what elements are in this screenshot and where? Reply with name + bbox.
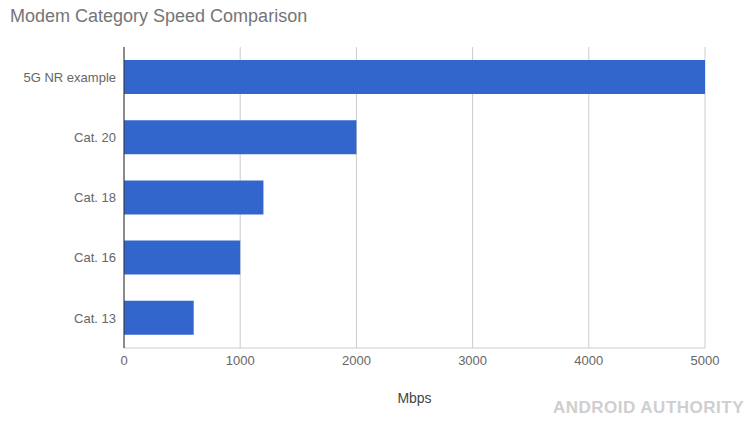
svg-text:Cat. 18: Cat. 18 <box>74 190 116 205</box>
svg-text:1000: 1000 <box>226 353 255 368</box>
html-text:Modem Category Speed Compariso: Modem Category Speed Comparison <box>10 6 308 26</box>
html-text:ANDROID AUTHORITY: ANDROID AUTHORITY <box>552 398 744 417</box>
svg-text:Cat. 20: Cat. 20 <box>74 130 116 145</box>
svg-text:2000: 2000 <box>342 353 371 368</box>
svg-text:4000: 4000 <box>574 353 603 368</box>
svg-text:0: 0 <box>120 353 127 368</box>
svg-text:3000: 3000 <box>458 353 487 368</box>
svg-text:5G NR example: 5G NR example <box>24 70 116 85</box>
svg-text:Cat. 16: Cat. 16 <box>74 250 116 265</box>
svg-text:Mbps: Mbps <box>397 390 431 406</box>
svg-text:5000: 5000 <box>691 353 720 368</box>
svg-text:Cat. 13: Cat. 13 <box>74 311 116 326</box>
